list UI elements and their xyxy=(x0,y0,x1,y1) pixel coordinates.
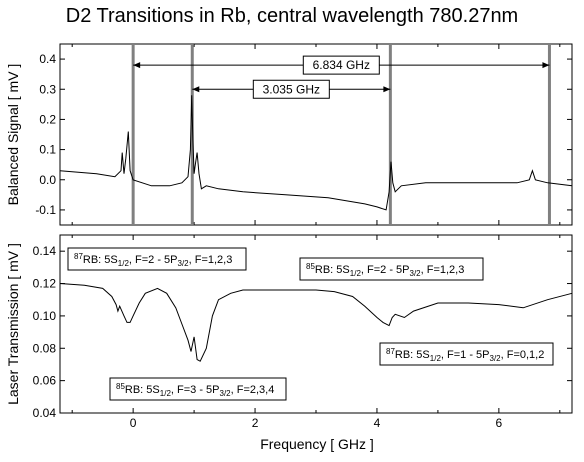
x-tick-label: 6 xyxy=(496,416,503,430)
y-tick-label: 0.04 xyxy=(33,406,57,420)
transition-label-box xyxy=(67,247,247,271)
span-label-box xyxy=(302,55,380,75)
series-line xyxy=(59,283,573,362)
transition-label-box xyxy=(299,257,484,281)
y-tick-label: 0.08 xyxy=(33,341,57,355)
y-tick-label: 0.0 xyxy=(39,173,56,187)
y-tick-label: 0.3 xyxy=(39,82,56,96)
arrow-head xyxy=(542,62,550,69)
bottom-panel: 0.04 0.06 0.08 0.10 0.12 0.14 0 2 4 6 Laser Transm… xyxy=(5,234,573,430)
transition-label: 85RB: 5S1/2, F=3 - 5P3/2, F=2,3,4 xyxy=(116,382,274,398)
y-tick-label: 0.06 xyxy=(33,374,57,388)
y-tick-label: 0.4 xyxy=(39,52,56,66)
chart-title: D2 Transitions in Rb, central wavelength… xyxy=(66,5,518,27)
y-tick-label: -0.1 xyxy=(35,203,56,217)
arrow-head xyxy=(133,62,141,69)
span-label: 6.834 GHz xyxy=(313,58,370,72)
span-label-box xyxy=(252,79,330,99)
y-tick-label: 0.10 xyxy=(33,309,57,323)
y-tick-label: 0.2 xyxy=(39,112,56,126)
x-axis-label: Frequency [ GHz ] xyxy=(260,436,374,452)
arrow-head xyxy=(383,86,391,93)
y-tick-label: 0.12 xyxy=(33,277,57,291)
y-axis-label: Balanced Signal [ mV ] xyxy=(5,64,21,206)
x-tick-label: 2 xyxy=(252,416,259,430)
arrow-head xyxy=(192,86,200,93)
span-label: 3.035 GHz xyxy=(263,82,320,96)
y-axis-label: Laser Transmission [ mV ] xyxy=(5,243,21,405)
x-tick-label: 0 xyxy=(130,416,137,430)
transition-label: 85RB: 5S1/2, F=2 - 5P3/2, F=1,2,3 xyxy=(306,262,464,278)
x-tick-label: 4 xyxy=(374,416,381,430)
y-tick-label: 0.1 xyxy=(39,143,56,157)
transition-label: 87RB: 5S1/2, F=1 - 5P3/2, F=0,1,2 xyxy=(386,347,544,363)
transition-label-box xyxy=(379,342,554,366)
y-tick-label: 0.14 xyxy=(33,244,57,258)
transition-label-box xyxy=(109,377,287,401)
series-line xyxy=(59,95,573,211)
transition-label: 87RB: 5S1/2, F=2 - 5P3/2, F=1,2,3 xyxy=(74,252,232,268)
top-panel: -0.1 0.0 0.1 0.2 0.3 0.4 Balanced Signal [ mV … xyxy=(5,43,573,226)
